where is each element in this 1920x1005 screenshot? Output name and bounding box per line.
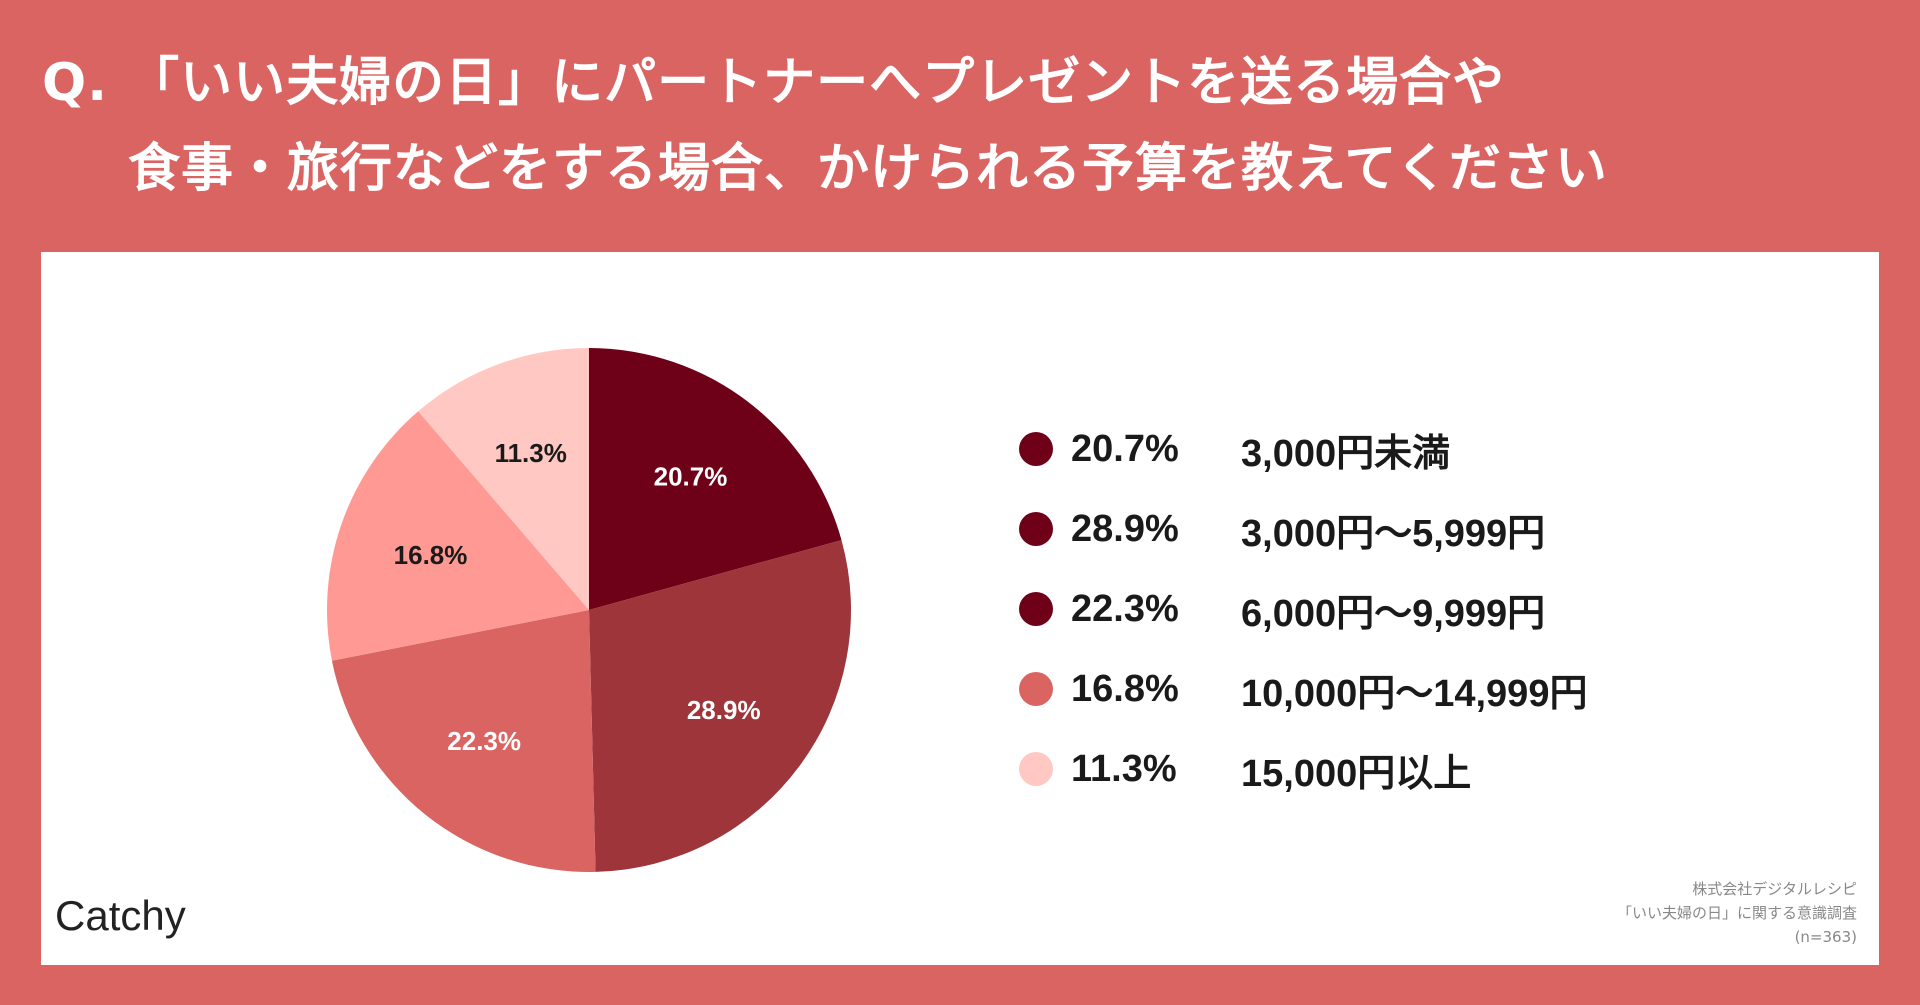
legend-percent: 20.7% [1071,427,1179,470]
source-sample: (n=363) [1794,928,1857,946]
legend-label: 15,000円以上 [1241,752,1472,795]
legend-percent: 11.3% [1071,747,1177,790]
legend-item-2: 28.9% 3,000円〜5,999円 [1019,489,1587,569]
source-note: 株式会社デジタルレシピ 「いい夫婦の日」に関する意識調査 (n=363) [1617,877,1857,949]
source-company: 株式会社デジタルレシピ [1692,880,1857,898]
pie-slice-2 [589,540,851,872]
pie-slice-label-1: 20.7% [654,462,728,492]
title-line-2: 食事・旅行などをする場合、かけられる予算を教えてください [128,139,1608,199]
pie-slice-5 [418,348,589,610]
title-line-1: Q. 「いい夫婦の日」にパートナーへプレゼントを送る場合や [42,53,1506,113]
legend-swatch [1019,752,1053,786]
legend-swatch [1019,672,1053,706]
chart-panel: 20.7% 28.9% 22.3% 16.8% 11.3% 20.7% 3,000円未満 2… [41,252,1879,965]
legend-percent: 16.8% [1071,667,1179,710]
legend: 20.7% 3,000円未満 28.9% 3,000円〜5,999円 22.3% 6,00… [1019,409,1587,809]
pie-slice-3 [331,610,596,872]
legend-label: 3,000円未満 [1241,432,1451,475]
brand-logo: Catchy [55,892,186,939]
source-survey: 「いい夫婦の日」に関する意識調査 [1616,904,1857,922]
pie-chart: 20.7% 28.9% 22.3% 16.8% 11.3% [326,348,851,872]
legend-label: 10,000円〜14,999円 [1241,672,1588,715]
pie-slice-1 [589,348,842,610]
legend-percent: 28.9% [1071,507,1179,550]
pie-slice-label-3: 22.3% [447,726,521,756]
legend-label: 6,000円〜9,999円 [1241,592,1546,635]
legend-swatch [1019,512,1053,546]
pie-slice-label-2: 28.9% [687,695,761,725]
pie-slice-label-4: 16.8% [394,540,468,570]
legend-item-3: 22.3% 6,000円〜9,999円 [1019,569,1587,649]
pie-slice-4 [326,411,589,661]
legend-item-1: 20.7% 3,000円未満 [1019,409,1587,489]
legend-label: 3,000円〜5,999円 [1241,512,1546,555]
question-title: Q. 「いい夫婦の日」にパートナーへプレゼントを送る場合や 食事・旅行などをする… [42,40,1608,212]
legend-swatch [1019,592,1053,626]
pie-slice-label-5: 11.3% [495,438,567,468]
legend-item-5: 11.3% 15,000円以上 [1019,729,1587,809]
legend-swatch [1019,432,1053,466]
legend-percent: 22.3% [1071,587,1179,630]
legend-item-4: 16.8% 10,000円〜14,999円 [1019,649,1587,729]
